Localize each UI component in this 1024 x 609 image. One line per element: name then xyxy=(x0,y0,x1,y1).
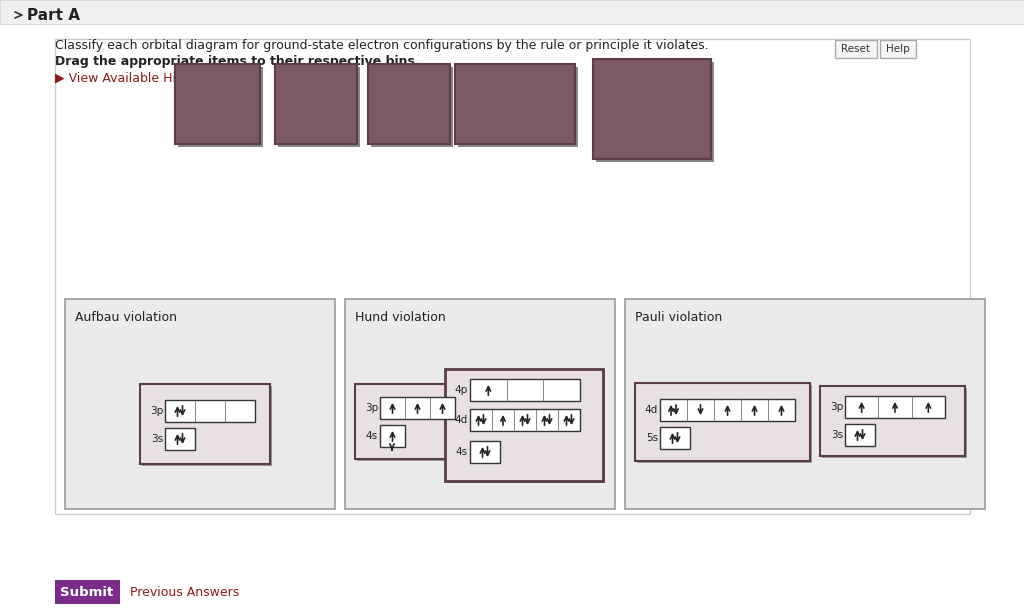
Bar xyxy=(357,386,465,461)
Bar xyxy=(368,64,450,144)
Bar xyxy=(0,0,1024,24)
Text: Previous Answers: Previous Answers xyxy=(130,585,240,599)
Bar xyxy=(345,299,615,509)
Bar xyxy=(165,428,195,450)
Bar xyxy=(822,388,967,458)
Text: 5s: 5s xyxy=(646,433,658,443)
Text: Submit: Submit xyxy=(60,585,114,599)
Bar xyxy=(178,67,263,147)
Text: 3p: 3p xyxy=(150,406,163,416)
Text: Pauli violation: Pauli violation xyxy=(635,311,722,324)
Text: 3p: 3p xyxy=(829,402,843,412)
Bar xyxy=(445,369,603,481)
Bar xyxy=(660,399,795,421)
Bar xyxy=(596,62,714,162)
Text: Help: Help xyxy=(886,44,910,54)
Text: 3s: 3s xyxy=(830,430,843,440)
Bar xyxy=(278,67,360,147)
Bar xyxy=(660,427,690,449)
Bar xyxy=(447,371,605,483)
Bar xyxy=(455,64,575,144)
Bar xyxy=(593,59,711,159)
Text: 4s: 4s xyxy=(366,431,378,441)
Bar xyxy=(371,67,453,147)
Bar xyxy=(470,441,500,463)
Bar xyxy=(470,379,580,401)
Text: Hund violation: Hund violation xyxy=(355,311,445,324)
Bar xyxy=(835,40,877,58)
Text: Classify each orbital diagram for ground-state electron configurations by the ru: Classify each orbital diagram for ground… xyxy=(55,39,709,52)
Text: Reset: Reset xyxy=(842,44,870,54)
Bar xyxy=(845,396,945,418)
Text: 4p: 4p xyxy=(455,385,468,395)
Text: Part A: Part A xyxy=(27,7,80,23)
Text: 3p: 3p xyxy=(365,403,378,413)
Bar xyxy=(175,64,260,144)
Bar xyxy=(880,40,916,58)
Bar xyxy=(65,299,335,509)
Bar xyxy=(55,580,120,604)
Text: ▶ View Available Hint(s): ▶ View Available Hint(s) xyxy=(55,71,205,84)
Text: 4d: 4d xyxy=(455,415,468,425)
Bar xyxy=(355,384,463,459)
Bar xyxy=(845,424,874,446)
Bar xyxy=(55,39,970,514)
Bar xyxy=(635,383,810,461)
Bar xyxy=(380,397,455,419)
Text: Drag the appropriate items to their respective bins.: Drag the appropriate items to their resp… xyxy=(55,55,420,68)
Bar xyxy=(458,67,578,147)
Bar xyxy=(140,384,270,464)
Text: Aufbau violation: Aufbau violation xyxy=(75,311,177,324)
Bar xyxy=(142,386,272,466)
Bar xyxy=(637,385,812,463)
Bar xyxy=(820,386,965,456)
Text: 4d: 4d xyxy=(645,405,658,415)
Bar xyxy=(380,425,406,447)
Bar xyxy=(165,400,255,422)
Bar xyxy=(625,299,985,509)
Bar xyxy=(470,409,580,431)
Text: 4s: 4s xyxy=(456,447,468,457)
Text: 3s: 3s xyxy=(151,434,163,444)
Bar xyxy=(275,64,357,144)
